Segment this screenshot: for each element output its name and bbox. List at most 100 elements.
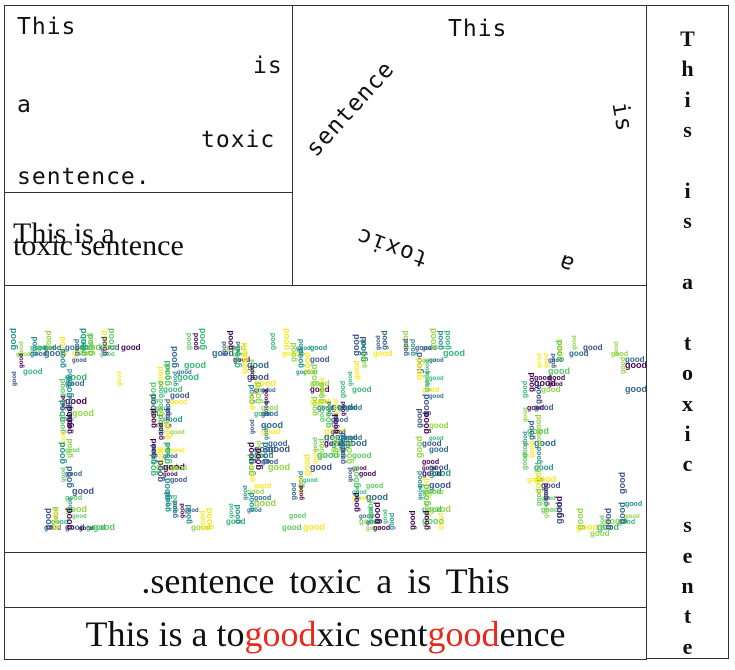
wordcloud-word: good — [429, 358, 444, 364]
vertical-letter: c — [682, 451, 693, 477]
wordcloud-word: good — [366, 526, 381, 532]
wordcloud-word: good — [170, 477, 187, 484]
wordcloud-word: good — [88, 333, 95, 350]
wordcloud-word: good — [522, 441, 529, 458]
wordcloud-word: good — [366, 483, 383, 490]
wordcloud-word: good — [522, 453, 529, 470]
wordcloud-word: good — [16, 352, 31, 358]
wordcloud-word: good — [291, 483, 298, 500]
wordcloud-word: good — [23, 367, 43, 376]
wordcloud-word: good — [576, 522, 598, 532]
wordcloud-word: good — [534, 375, 551, 382]
wordcloud-word: good — [156, 366, 165, 386]
wordcloud-word: good — [319, 405, 326, 422]
wordcloud-word: good — [376, 335, 382, 350]
wordcloud-word: good — [408, 510, 417, 530]
wordcloud-word: good — [429, 376, 444, 382]
wordcloud-word: good — [414, 352, 424, 374]
wordcloud-word: good — [331, 438, 353, 448]
wordcloud-word: good — [64, 406, 74, 428]
wordcloud-word: good — [184, 508, 199, 514]
wordcloud-word: good — [429, 445, 449, 454]
wordcloud-word: good — [243, 485, 249, 500]
wordcloud-word: good — [310, 345, 327, 352]
vertical-letter: i — [684, 86, 691, 112]
wordcloud-word: good — [163, 360, 172, 380]
wordcloud-word: good — [65, 379, 85, 388]
wordcloud-word: good — [422, 469, 442, 478]
wordcloud-word: good — [331, 417, 348, 424]
wordcloud-word: good — [261, 411, 278, 418]
wordcloud-word: good — [261, 405, 278, 412]
vertical-letter: s — [683, 208, 692, 234]
wordcloud-word: good — [65, 504, 87, 514]
wordcloud-word: good — [548, 366, 570, 376]
wordcloud-word: good — [163, 415, 183, 424]
wordcloud-word: good — [429, 504, 451, 514]
wordcloud-word: good — [313, 449, 319, 464]
wordcloud-word: good — [260, 442, 270, 464]
wordcloud-word: good — [158, 411, 165, 428]
wordcloud-word: good — [43, 508, 53, 530]
wordcloud-word: good — [296, 348, 305, 368]
wordcloud-word: good — [303, 370, 318, 376]
wordcloud-word: good — [436, 330, 445, 350]
wordcloud-word: good — [324, 439, 344, 448]
wordcloud-word: good — [72, 486, 94, 496]
wordcloud-word: good — [117, 371, 123, 386]
wordcloud-word: good — [282, 351, 299, 358]
wordcloud-word: good — [50, 508, 60, 530]
wordcloud-word: good — [172, 501, 179, 518]
wordcloud-word: good — [554, 496, 564, 518]
wordcloud-word: good — [625, 384, 646, 394]
wordcloud-word: good — [554, 502, 564, 524]
wordcloud-word: good — [611, 351, 628, 358]
wordcloud-word: good — [72, 408, 94, 418]
wordcloud-word: good — [625, 355, 645, 364]
wordcloud-word: good — [523, 431, 529, 446]
wordcloud-word: good — [268, 462, 290, 472]
wordcloud-word: good — [170, 448, 185, 454]
wordcloud-word: good — [299, 485, 305, 500]
wordcloud-word: good — [302, 352, 312, 374]
wordcloud-word: good — [236, 341, 242, 356]
wordcloud-word: good — [148, 454, 158, 476]
wordcloud-word: good — [148, 382, 158, 404]
wordcloud-word: good — [303, 522, 325, 532]
wordcloud-word: good — [415, 345, 432, 352]
wordcloud-word: good — [64, 376, 74, 398]
wordcloud-word: good — [68, 395, 74, 410]
wordcloud-word: good — [65, 471, 82, 478]
wordcloud-word: good — [170, 399, 187, 406]
wordcloud-word: good — [373, 525, 390, 532]
vertical-letter: h — [681, 56, 694, 82]
wordcloud-word: good — [534, 463, 554, 472]
wordcloud-word: good — [421, 478, 431, 500]
wordcloud-word: good — [204, 508, 214, 530]
wordcloud-word: good — [79, 526, 94, 532]
wordcloud-word: good — [338, 442, 353, 448]
wordcloud-word: good — [625, 360, 646, 370]
wordcloud-word: good — [352, 492, 361, 512]
wordcloud-word: good — [106, 328, 116, 350]
wordcloud-word: good — [289, 513, 306, 520]
wordcloud-word: good — [597, 522, 619, 532]
wordcloud-word: good — [359, 336, 368, 356]
wordcloud-word: good — [177, 372, 199, 382]
wordcloud-word: good — [165, 399, 172, 416]
wordcloud-word: good — [163, 454, 178, 460]
wordcloud-word: good — [523, 407, 529, 422]
wordcloud-word: good — [198, 510, 207, 530]
wordcloud-word: good — [533, 472, 543, 494]
staggered-text-panel: This is a toxic sentence. — [4, 5, 293, 193]
wordcloud-word: good — [298, 339, 305, 356]
wordcloud-word: good — [44, 348, 66, 358]
wordcloud-word: good — [170, 465, 187, 472]
wordcloud-word: good — [64, 466, 74, 488]
rotated-word: is — [606, 100, 638, 134]
wordcloud-word: good — [330, 436, 340, 458]
wordcloud-word: good — [362, 353, 368, 368]
wordcloud-word: good — [156, 462, 178, 472]
